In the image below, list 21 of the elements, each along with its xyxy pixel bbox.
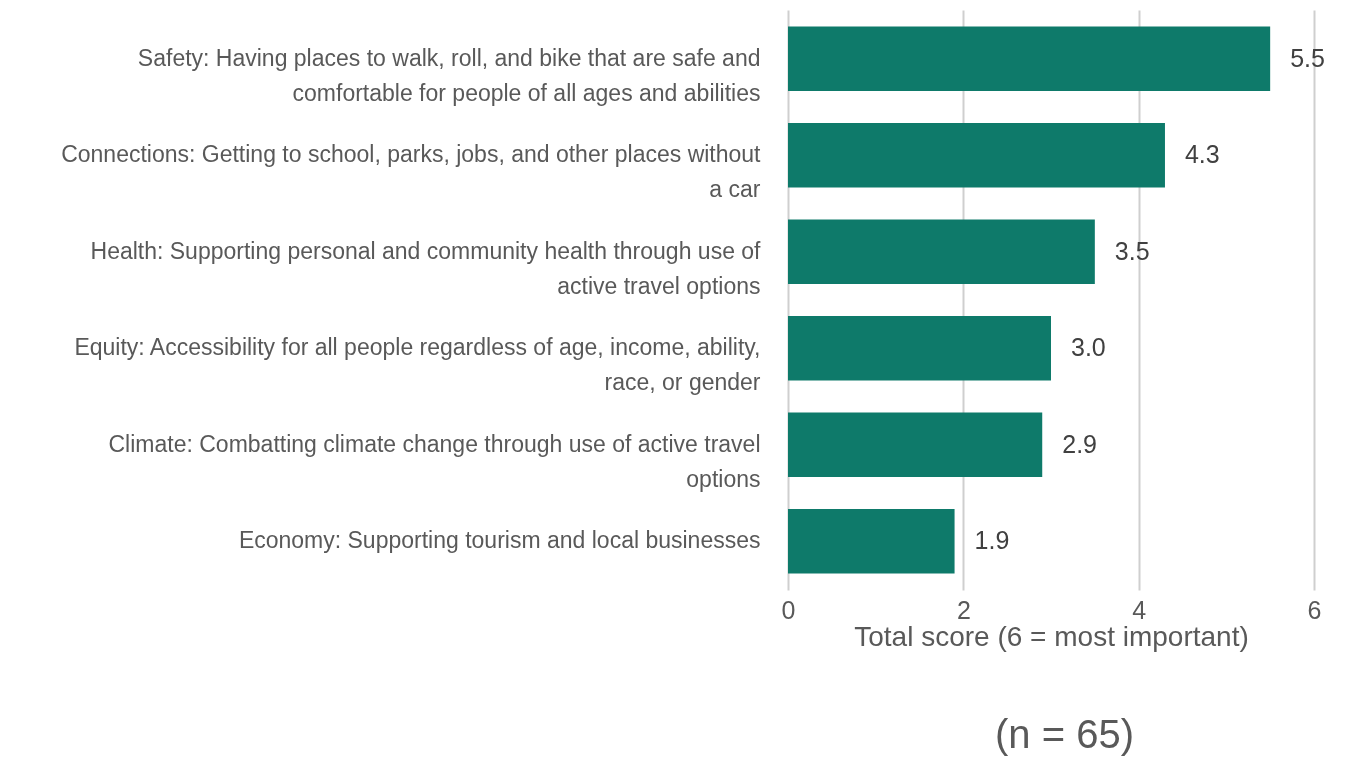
y-tick-label: Health: Supporting personal and community health through use of active travel options — [90, 237, 762, 299]
x-tick-label: 6 — [1307, 595, 1322, 624]
y-tick-label: Connections: Getting to school, parks, jobs, and other places without a car — [61, 141, 762, 203]
y-tick-label: Climate: Combatting climate change through use of active travel options — [108, 430, 761, 492]
bar — [788, 219, 1095, 285]
y-tick-label: Economy: Supporting tourism and local businesses — [238, 527, 761, 554]
data-label: 1.9 — [974, 526, 1010, 555]
text: (n = 65) — [995, 712, 1134, 757]
data-label: 3.0 — [1071, 333, 1106, 362]
data-label: 4.3 — [1184, 140, 1220, 169]
bar — [788, 122, 1165, 188]
bar — [788, 508, 955, 574]
data-label: 5.5 — [1290, 43, 1325, 72]
y-tick-label: Equity: Accessibility for all people regardless of age, income, ability, race, or gender — [74, 334, 761, 396]
y-tick-label: Safety: Having places to walk, roll, and bike that are safe and comfortable for people of all ages and abilities — [137, 44, 761, 106]
data-label: 3.5 — [1114, 236, 1150, 265]
data-label: 2.9 — [1062, 429, 1097, 458]
bar — [788, 412, 1043, 478]
x-tick-label: 0 — [781, 595, 796, 624]
bar — [788, 26, 1271, 92]
bar — [788, 315, 1051, 381]
